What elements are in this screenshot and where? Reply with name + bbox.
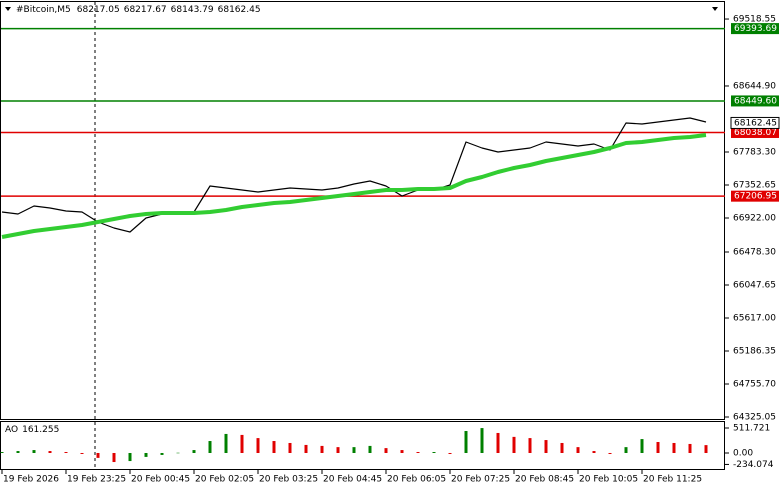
high: 68217.67 xyxy=(124,5,167,15)
y-tick-label: 511.721 xyxy=(733,423,770,433)
ao-bar xyxy=(240,434,244,453)
x-tick-label: 20 Feb 10:05 xyxy=(579,475,638,485)
ao-bar xyxy=(352,447,356,453)
x-tick-label: 20 Feb 08:45 xyxy=(515,475,574,485)
y-tick-label: 68644.90 xyxy=(733,81,776,91)
ao-bar xyxy=(96,452,100,458)
ao-bar xyxy=(496,432,500,453)
ao-bar xyxy=(704,445,708,453)
price-tag xyxy=(730,116,780,129)
ao-bar xyxy=(320,445,324,453)
ao-bar xyxy=(400,450,404,453)
ao-bar xyxy=(672,442,676,453)
level-tag xyxy=(731,190,779,202)
ao-bar xyxy=(544,440,548,453)
ao-bar xyxy=(64,452,68,453)
y-tick-label: 66478.30 xyxy=(733,248,776,258)
menu-arrow xyxy=(5,7,11,11)
ao-bar xyxy=(576,447,580,453)
symbol: #Bitcoin,M5 xyxy=(16,5,71,15)
level-tag xyxy=(731,23,779,35)
ao-bar xyxy=(512,436,516,453)
ao-bar xyxy=(192,450,196,453)
ao-bar xyxy=(624,447,628,453)
ao-bar xyxy=(432,452,436,453)
ao-bar xyxy=(80,452,84,454)
ao-bar xyxy=(656,442,660,453)
ao-bar xyxy=(48,451,52,453)
header: #Bitcoin,M5 68217.05 68217.67 68143.79 68162… xyxy=(16,5,261,15)
close: 68162.45 xyxy=(218,5,261,15)
y-tick-label: 65617.00 xyxy=(733,314,776,324)
menu-arrow xyxy=(712,7,718,11)
ao-bar xyxy=(176,452,180,454)
x-tick-label: 20 Feb 02:05 xyxy=(195,475,254,485)
x-tick-label: 19 Feb 2026 xyxy=(3,475,59,485)
level-label: 68038.07 xyxy=(734,128,777,138)
y-tick-label: 65186.35 xyxy=(733,347,776,357)
x-tick-label: 20 Feb 04:45 xyxy=(323,475,382,485)
ao-bar xyxy=(272,441,276,453)
x-tick-label: 19 Feb 23:25 xyxy=(67,475,126,485)
ao-bar xyxy=(384,448,388,453)
ao-bar xyxy=(112,452,116,463)
ao-bar xyxy=(528,438,532,453)
level-label: 69393.69 xyxy=(734,24,777,34)
main-frame xyxy=(0,1,725,420)
price-line xyxy=(1,117,707,233)
ao-bar xyxy=(288,442,292,453)
ao-bar xyxy=(416,452,420,453)
ao-bar xyxy=(368,445,372,453)
ao-bar xyxy=(304,444,308,453)
y-tick-label: 64325.05 xyxy=(733,413,776,423)
x-tick-label: 20 Feb 06:05 xyxy=(387,475,446,485)
ao-bar xyxy=(128,452,132,462)
y-tick-label: 66922.00 xyxy=(733,214,776,224)
level-tag xyxy=(731,95,779,107)
ao-title: AO xyxy=(5,425,18,435)
ao-bar xyxy=(336,447,340,453)
x-tick-label: 20 Feb 07:25 xyxy=(451,475,510,485)
x-tick-label: 20 Feb 00:45 xyxy=(131,475,190,485)
ao-bar xyxy=(592,451,596,453)
ao-bar xyxy=(0,452,4,453)
open: 68217.05 xyxy=(77,5,120,15)
y-tick-label: 64755.70 xyxy=(733,380,776,390)
level-label: 67206.95 xyxy=(734,192,777,202)
ao-frame xyxy=(0,421,725,470)
ao-bar xyxy=(160,452,164,455)
ao-header: AO 161.255 xyxy=(5,425,59,435)
y-tick-label: 67352.65 xyxy=(733,181,776,191)
low: 68143.79 xyxy=(171,5,214,15)
ao-bar xyxy=(688,443,692,453)
y-tick-label: 69518.55 xyxy=(733,15,776,25)
ao-bar xyxy=(448,452,452,454)
y-tick-label: 0.00 xyxy=(733,448,753,458)
x-tick-label: 20 Feb 11:25 xyxy=(643,475,702,485)
ao-bar xyxy=(464,431,468,453)
level-tag xyxy=(731,126,779,138)
ao-value: 161.255 xyxy=(22,425,59,435)
y-tick-label: 67783.30 xyxy=(733,148,776,158)
ao-bar xyxy=(144,452,148,457)
ao-bar xyxy=(640,439,644,453)
level-label: 68449.60 xyxy=(734,96,777,106)
price-line xyxy=(1,133,707,239)
price-label: 68162.45 xyxy=(734,118,777,128)
ao-bar xyxy=(480,428,484,453)
ao-bar xyxy=(224,433,228,453)
ao-bar xyxy=(208,441,212,453)
ao-bar xyxy=(560,442,564,453)
ao-bar xyxy=(32,450,36,453)
y-tick-label: 66047.65 xyxy=(733,281,776,291)
x-tick-label: 20 Feb 03:25 xyxy=(259,475,318,485)
y-tick-label: -234.074 xyxy=(733,460,774,470)
ao-bar xyxy=(608,452,612,454)
ao-bar xyxy=(256,438,260,453)
ao-bar xyxy=(16,451,20,453)
